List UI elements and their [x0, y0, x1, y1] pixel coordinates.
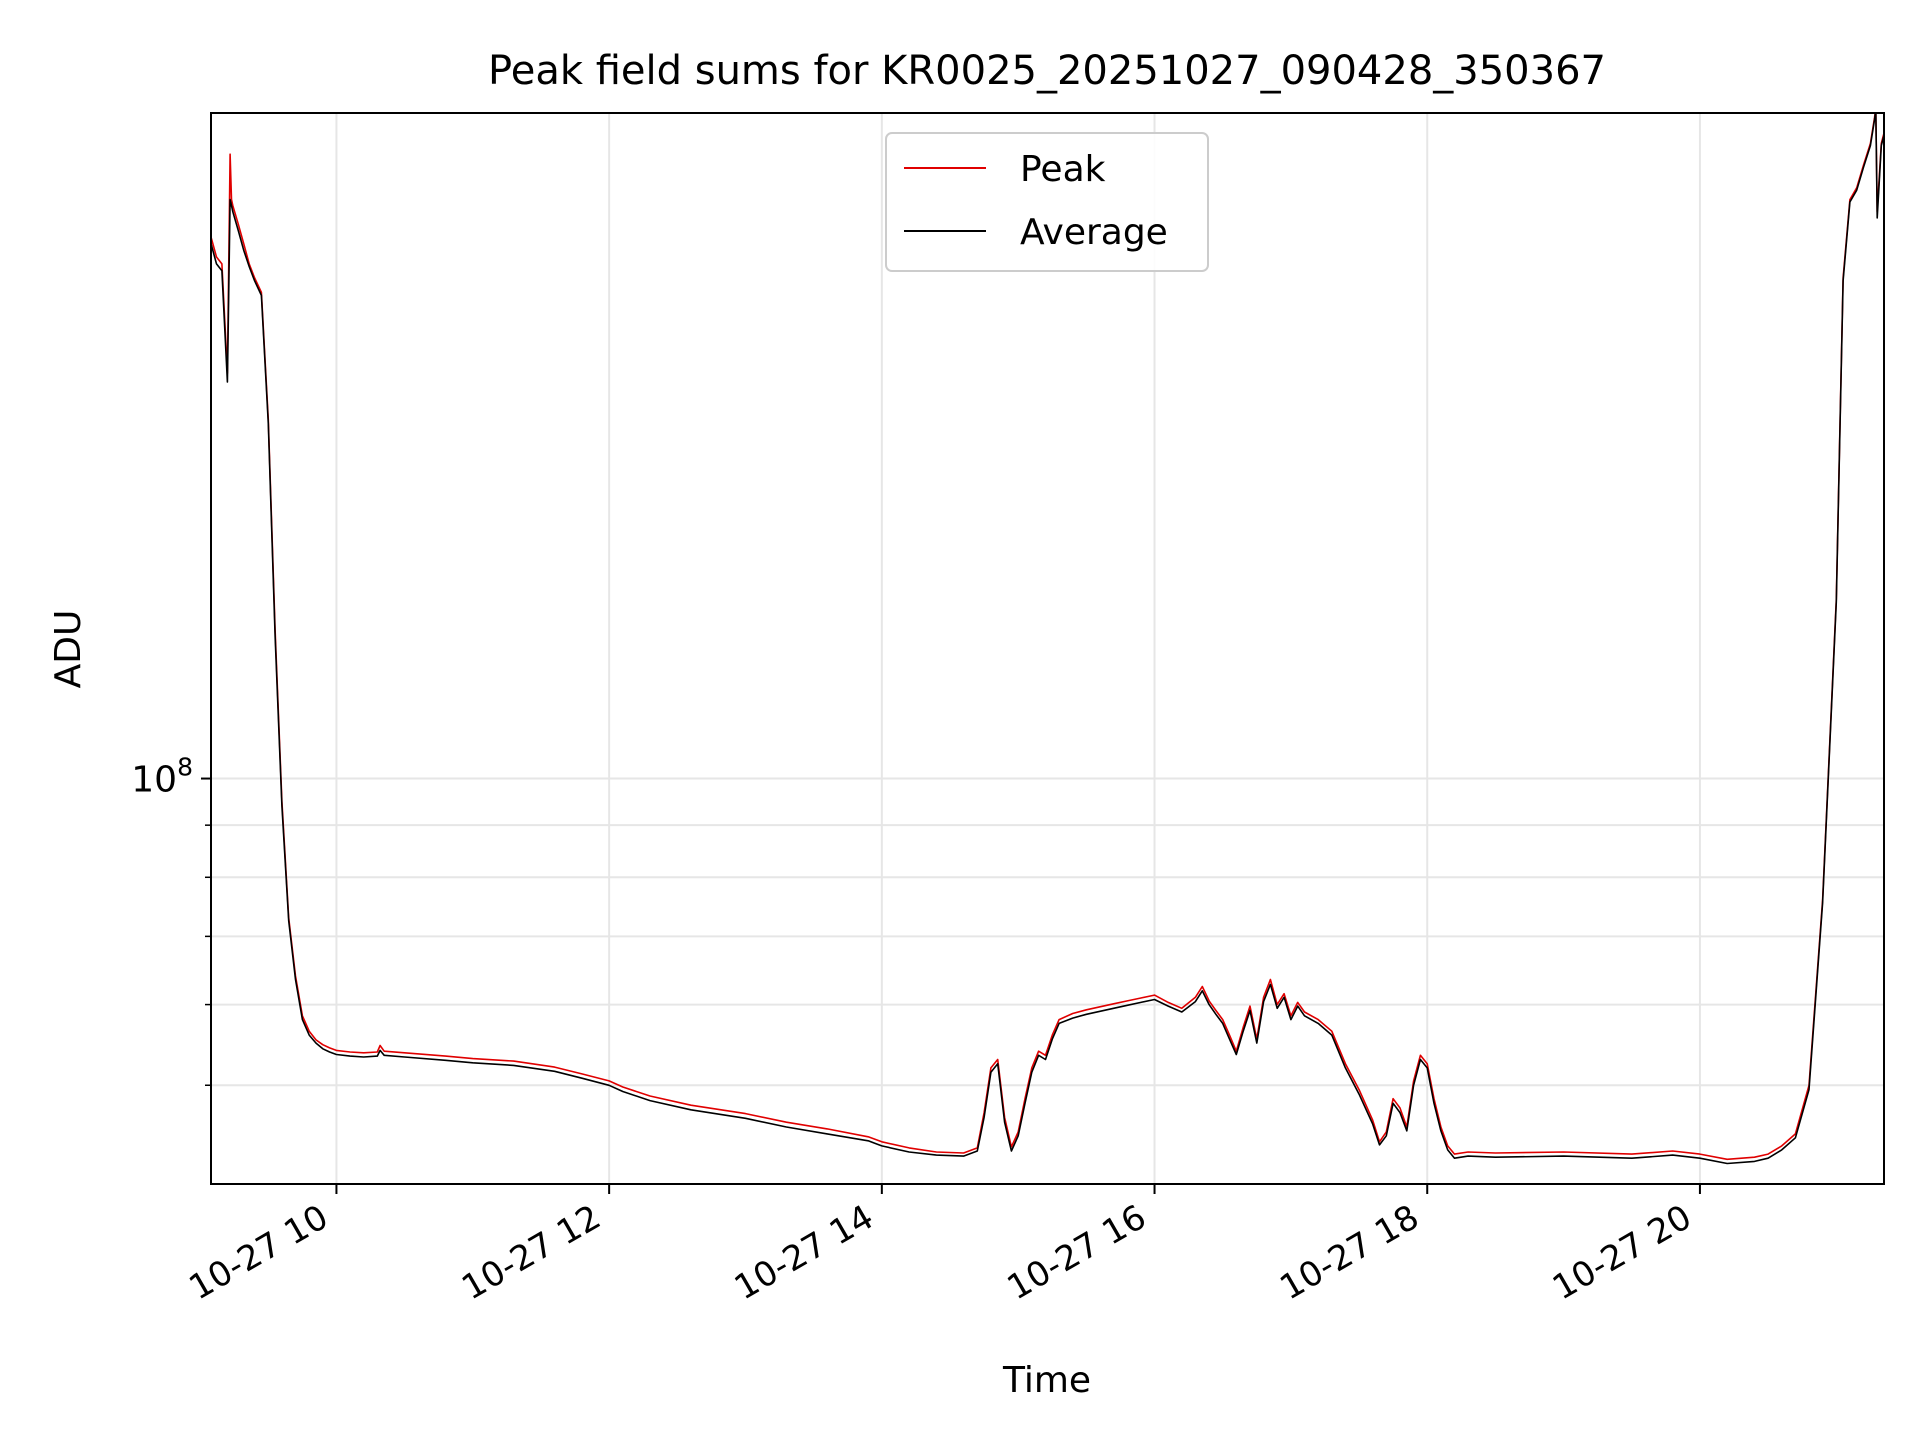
series-average-line [211, 113, 1884, 1165]
legend-average-label: Average [1020, 212, 1168, 253]
y-axis-label: ADU [48, 610, 89, 689]
series-lines [211, 113, 1884, 1165]
y-axis: 108 [131, 753, 211, 1087]
legend: Peak Average [885, 132, 1209, 272]
legend-peak-label: Peak [1020, 149, 1106, 190]
y-tick-label-0: 108 [131, 753, 193, 801]
x-axis-label: Time [1002, 1360, 1091, 1401]
grid [211, 113, 1884, 1184]
chart-title: Peak field sums for KR0025_20251027_0904… [488, 48, 1606, 94]
plot-frame [210, 112, 1885, 1185]
series-peak-line [211, 113, 1884, 1161]
